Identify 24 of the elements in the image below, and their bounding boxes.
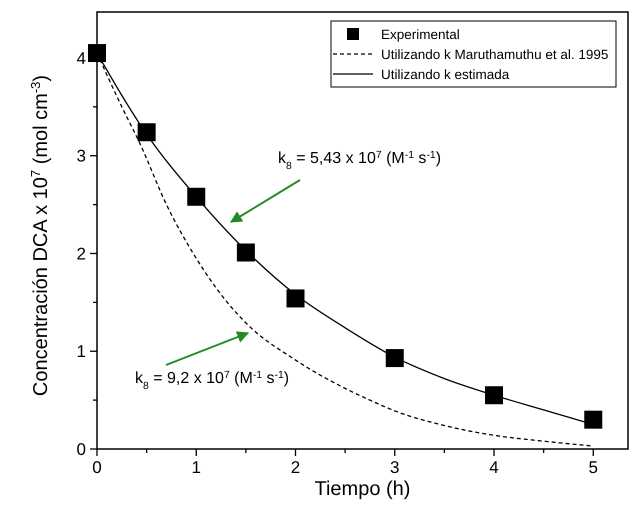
- legend-label: Experimental: [381, 27, 460, 42]
- text: k$_{8}$ = 9,2 x 10$^{7}$ (M$^{-1}$ s$^{-1}$): [135, 370, 290, 392]
- y-tick-label: 1: [76, 342, 86, 362]
- x-tick-label: 5: [588, 458, 598, 477]
- point: [485, 386, 504, 404]
- x-tick-label: 0: [92, 458, 102, 477]
- y-tick-label: 0: [76, 440, 86, 459]
- x-tick-label: 4: [489, 458, 499, 477]
- x-axis-title: Tiempo (h): [314, 478, 410, 500]
- y-tick-label: 3: [76, 146, 86, 166]
- y-tick-label: 2: [76, 244, 86, 264]
- x-tick-label: 1: [192, 458, 201, 477]
- y-tick-label: 4: [76, 48, 86, 68]
- legend-label: Utilizando k Maruthamuthu et al. 1995: [381, 47, 608, 62]
- point: [187, 188, 206, 206]
- x-tick-label: 2: [290, 458, 300, 477]
- point: [386, 349, 404, 368]
- text: k$_{8}$ = 5,43 x 10$^{7}$ (M$^{-1}$ s$^{-1}$): [278, 150, 442, 172]
- x-tick-label: 3: [390, 458, 400, 477]
- point: [138, 123, 156, 142]
- point: [236, 243, 255, 262]
- point: [584, 410, 602, 429]
- point: [286, 289, 305, 308]
- legend-label: Utilizando k estimada: [381, 67, 510, 82]
